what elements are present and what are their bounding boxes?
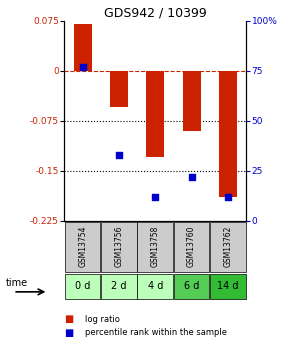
Bar	[110, 71, 128, 107]
Point	[80, 64, 85, 69]
Bar	[65, 274, 100, 299]
Text: time: time	[6, 278, 28, 288]
Text: GSM13754: GSM13754	[78, 226, 87, 267]
Text: log ratio: log ratio	[85, 315, 120, 324]
Bar	[137, 274, 173, 299]
Text: 0 d: 0 d	[75, 281, 90, 291]
Bar	[101, 274, 137, 299]
Bar	[65, 222, 100, 272]
Point	[153, 194, 158, 199]
Bar	[146, 71, 164, 157]
Point	[226, 194, 230, 199]
Bar	[219, 71, 237, 197]
Text: 2 d: 2 d	[111, 281, 127, 291]
Title: GDS942 / 10399: GDS942 / 10399	[104, 7, 207, 20]
Text: 4 d: 4 d	[148, 281, 163, 291]
Bar	[101, 222, 137, 272]
Text: ■: ■	[64, 328, 74, 338]
Text: percentile rank within the sample: percentile rank within the sample	[85, 328, 227, 337]
Text: ■: ■	[64, 314, 74, 324]
Text: GSM13760: GSM13760	[187, 226, 196, 267]
Point	[117, 152, 121, 158]
Text: GSM13756: GSM13756	[115, 226, 123, 267]
Bar	[174, 274, 209, 299]
Text: GSM13758: GSM13758	[151, 226, 160, 267]
Text: 6 d: 6 d	[184, 281, 199, 291]
Bar	[137, 222, 173, 272]
Bar	[210, 274, 246, 299]
Bar	[74, 24, 92, 71]
Bar	[210, 222, 246, 272]
Point	[189, 174, 194, 179]
Bar	[174, 222, 209, 272]
Text: GSM13762: GSM13762	[224, 226, 232, 267]
Text: 14 d: 14 d	[217, 281, 239, 291]
Bar	[183, 71, 201, 131]
